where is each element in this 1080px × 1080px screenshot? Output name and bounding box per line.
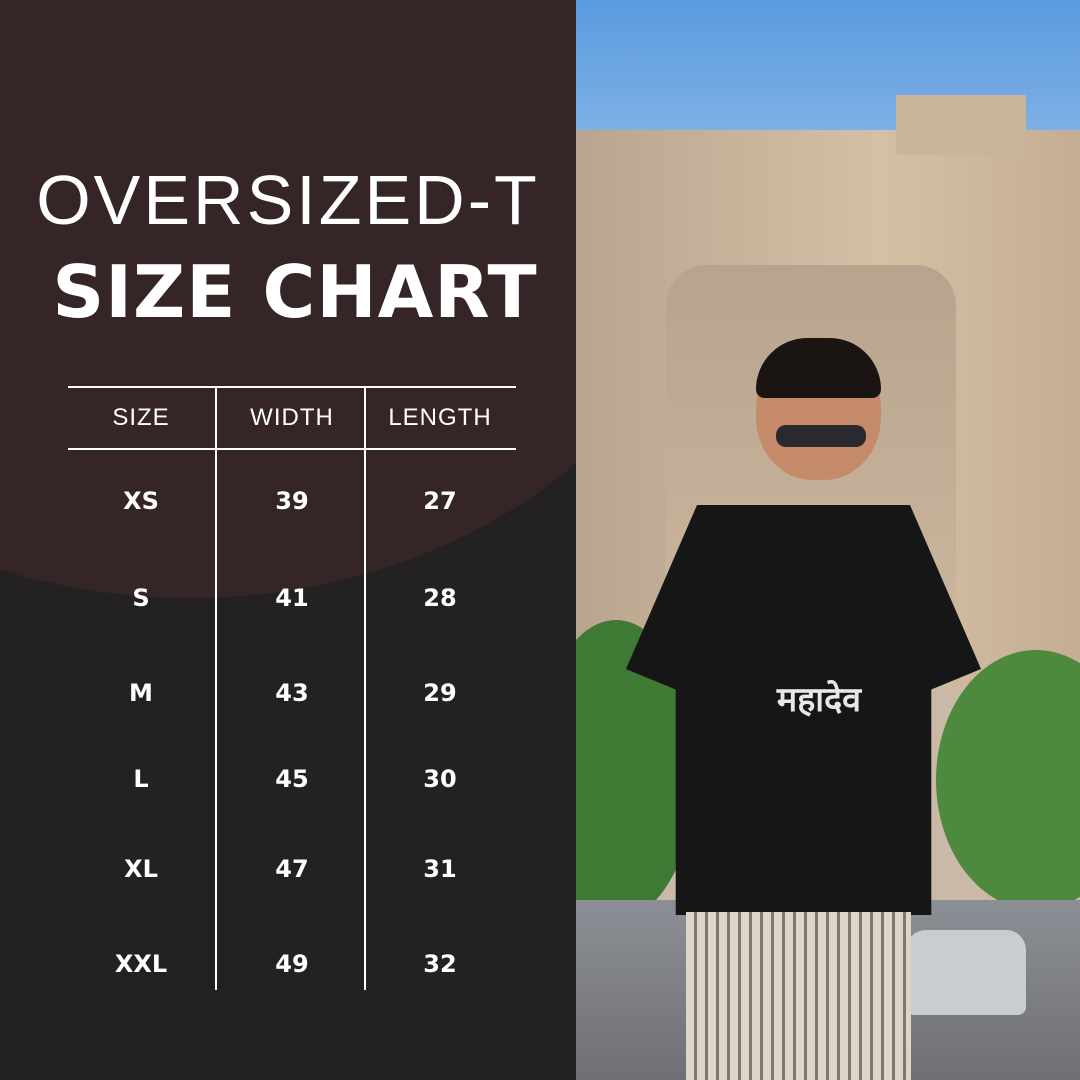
table-cell: 43	[275, 679, 309, 707]
column-divider	[215, 387, 217, 990]
decorative-circle	[0, 0, 576, 598]
model-photo: महादेव	[576, 0, 1080, 1080]
building-top	[896, 95, 1026, 155]
table-cell: XL	[124, 855, 158, 883]
sunglasses	[776, 425, 866, 447]
column-header-width: WIDTH	[250, 404, 334, 431]
table-cell: L	[133, 765, 149, 793]
table-cell: 30	[423, 765, 457, 793]
shirt-print-text: महादेव	[776, 680, 862, 720]
column-divider	[364, 387, 366, 990]
table-cell: XS	[123, 487, 159, 515]
car	[906, 930, 1026, 1015]
table-cell: 28	[423, 584, 457, 612]
table-cell: 32	[423, 950, 457, 978]
table-cell: 41	[275, 584, 309, 612]
table-cell: S	[132, 584, 150, 612]
table-cell: 45	[275, 765, 309, 793]
table-cell: 39	[275, 487, 309, 515]
column-header-length: LENGTH	[388, 404, 492, 431]
title-line-1: OVERSIZED-T	[36, 161, 540, 239]
table-cell: 27	[423, 487, 457, 515]
striped-pants	[686, 912, 911, 1080]
table-cell: XXL	[114, 950, 168, 978]
black-tshirt	[626, 505, 981, 915]
table-cell: 29	[423, 679, 457, 707]
table-header-divider	[68, 448, 516, 450]
column-header-size: SIZE	[112, 404, 170, 431]
title-line-2: SIZE CHART	[52, 250, 538, 334]
size-chart-panel: OVERSIZED-T SIZE CHART SIZE WIDTH LENGTH XS…	[0, 0, 576, 990]
table-top-border	[68, 386, 516, 388]
table-cell: 47	[275, 855, 309, 883]
table-cell: 49	[275, 950, 309, 978]
model-hair	[756, 338, 881, 398]
table-cell: M	[129, 679, 153, 707]
table-cell: 31	[423, 855, 457, 883]
